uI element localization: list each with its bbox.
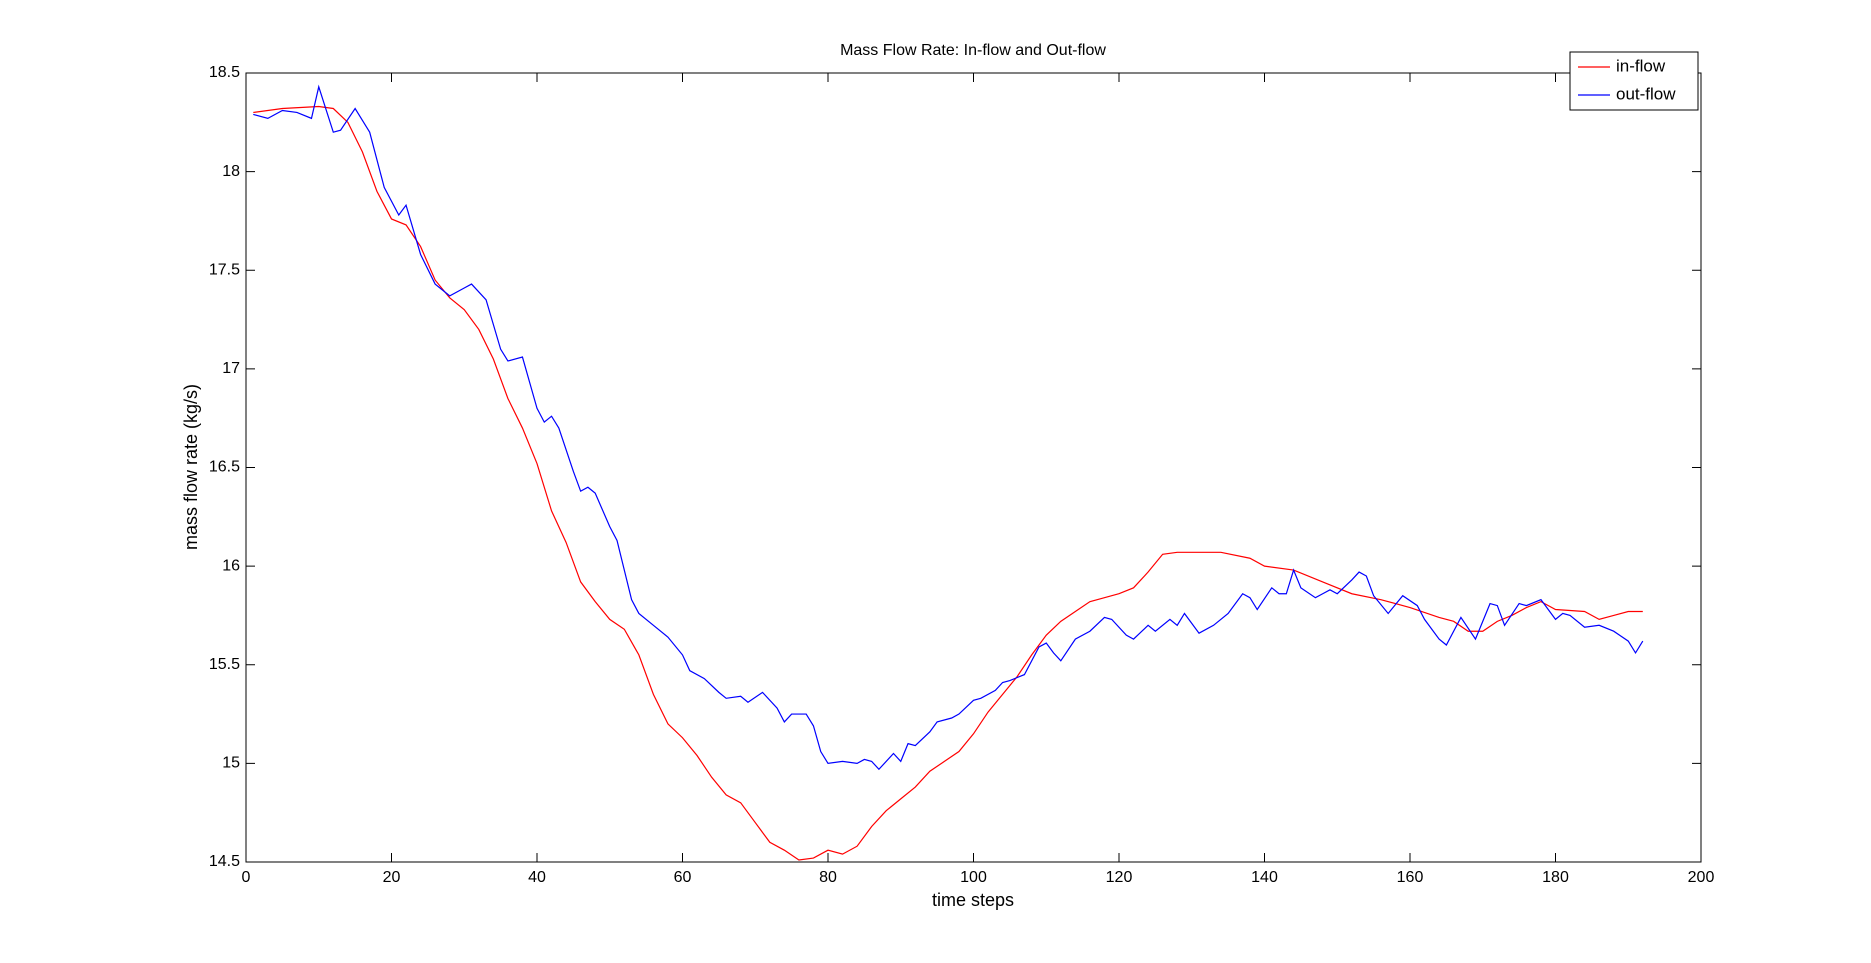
y-tick-label: 16.5 (209, 459, 240, 476)
y-tick-label: 17 (222, 360, 240, 377)
y-tick-label: 18.5 (209, 64, 240, 81)
x-tick-label: 100 (960, 869, 987, 886)
x-axis-label: time steps (932, 890, 1014, 910)
y-tick-label: 17.5 (209, 261, 240, 278)
x-tick-label: 160 (1397, 869, 1424, 886)
x-tick-label: 120 (1106, 869, 1133, 886)
x-tick-label: 200 (1688, 869, 1715, 886)
chart-title: Mass Flow Rate: In-flow and Out-flow (840, 42, 1106, 59)
legend-label: in-flow (1616, 56, 1666, 75)
legend-box (1569, 51, 1699, 111)
x-tick-label: 0 (242, 869, 251, 886)
legend-label: out-flow (1616, 84, 1676, 103)
plot-area (245, 72, 1702, 863)
x-tick-label: 20 (383, 869, 401, 886)
y-axis-label: mass flow rate (kg/s) (181, 384, 201, 550)
y-tick-label: 15 (222, 755, 240, 772)
y-tick-label: 14.5 (209, 853, 240, 870)
x-tick-label: 40 (528, 869, 546, 886)
data-line (253, 105, 1643, 861)
x-tick-label: 140 (1251, 869, 1278, 886)
y-tick-label: 18 (222, 163, 240, 180)
data-line (253, 84, 1644, 771)
y-tick-label: 16 (222, 557, 240, 574)
y-tick-label: 15.5 (209, 656, 240, 673)
x-tick-label: 180 (1542, 869, 1569, 886)
x-tick-label: 60 (674, 869, 692, 886)
x-tick-label: 80 (819, 869, 837, 886)
